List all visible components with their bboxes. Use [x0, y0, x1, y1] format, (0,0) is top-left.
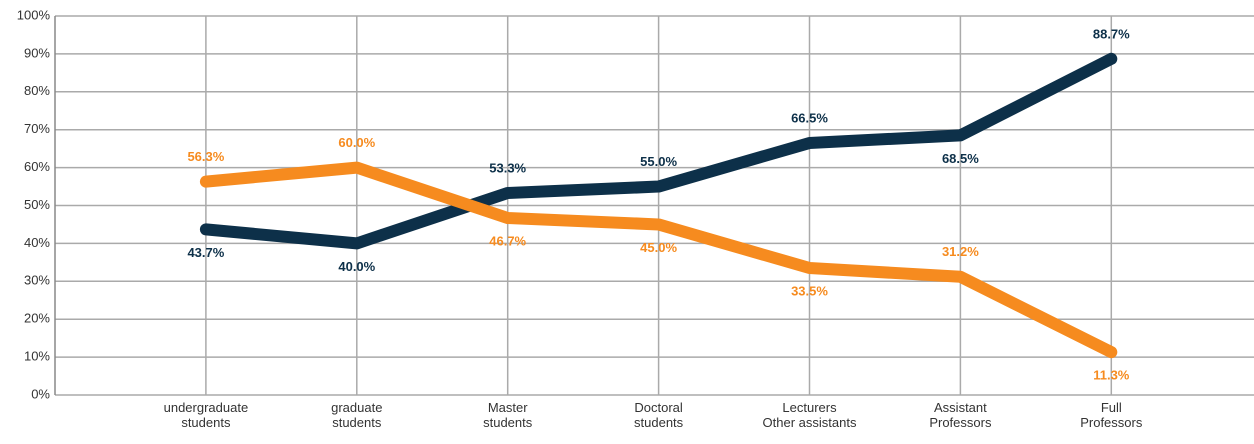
data-label: 88.7%	[1093, 26, 1130, 41]
y-tick-label: 70%	[24, 121, 50, 136]
y-tick-label: 10%	[24, 349, 50, 364]
y-tick-label: 80%	[24, 83, 50, 98]
data-label: 66.5%	[791, 110, 828, 125]
data-label: 46.7%	[489, 233, 526, 248]
data-label: 60.0%	[338, 135, 375, 150]
y-tick-label: 60%	[24, 159, 50, 174]
y-tick-label: 50%	[24, 197, 50, 212]
x-tick-label: undergraduate students	[164, 400, 249, 430]
data-label: 33.5%	[791, 283, 828, 298]
y-tick-label: 100%	[17, 7, 51, 22]
y-tick-label: 0%	[31, 386, 50, 401]
x-tick-label: Master students	[483, 400, 533, 430]
series-line	[199, 161, 1118, 359]
data-label: 43.7%	[187, 245, 224, 260]
y-tick-label: 30%	[24, 273, 50, 288]
x-tick-label: Doctoral students	[634, 400, 684, 430]
data-label: 45.0%	[640, 240, 677, 255]
x-tick-label: graduate students	[331, 400, 382, 430]
data-label: 31.2%	[942, 244, 979, 259]
x-tick-label: Assistant Professors	[929, 400, 992, 430]
data-label: 11.3%	[1093, 368, 1130, 383]
y-tick-label: 40%	[24, 235, 50, 250]
y-tick-label: 90%	[24, 45, 50, 60]
y-tick-label: 20%	[24, 311, 50, 326]
data-label: 53.3%	[489, 160, 526, 175]
data-label: 40.0%	[338, 259, 375, 274]
data-label: 68.5%	[942, 151, 979, 166]
x-tick-label: Full Professors	[1080, 400, 1143, 430]
x-tick-label: Lecturers Other assistants	[763, 400, 857, 430]
data-label: 56.3%	[187, 149, 224, 164]
data-label: 55.0%	[640, 154, 677, 169]
series-line	[199, 52, 1118, 250]
